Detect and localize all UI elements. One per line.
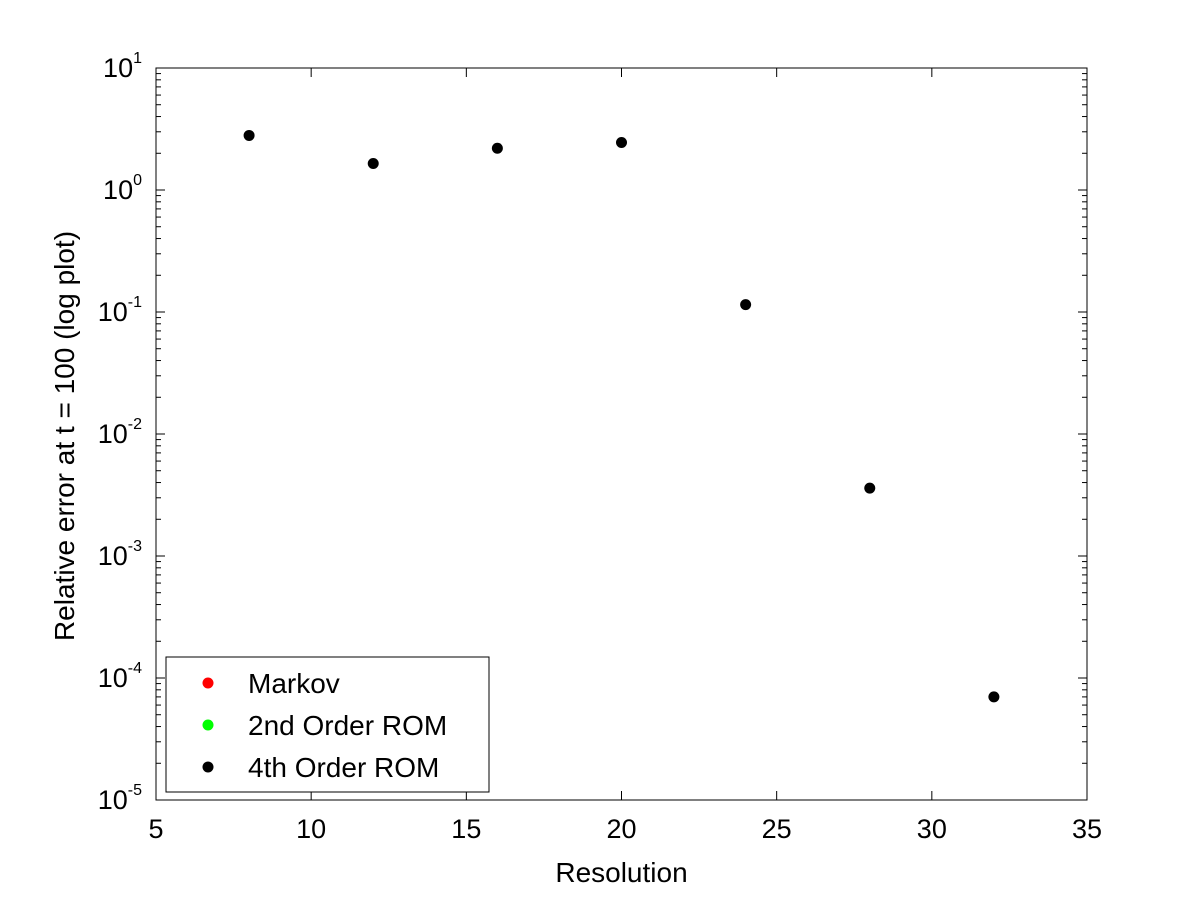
data-point <box>988 691 1000 703</box>
legend-box <box>165 656 490 793</box>
legend-marker <box>202 677 214 689</box>
y-tick-label: 100 <box>103 172 142 205</box>
y-tick-labels: 10-5 10-4 10-3 10-2 10-1 100 101 <box>98 50 142 815</box>
minor-ticks <box>156 73 1087 764</box>
legend-marker <box>202 761 214 773</box>
x-tick-label: 35 <box>1072 814 1102 844</box>
legend-marker <box>202 719 214 731</box>
legend: Markov 2nd Order ROM 4th Order ROM <box>165 656 490 793</box>
x-tick-label: 20 <box>606 814 636 844</box>
x-tick-label: 10 <box>296 814 326 844</box>
y-tick-label: 10-2 <box>98 416 142 449</box>
data-points <box>243 129 1000 703</box>
x-tick-label: 5 <box>148 814 163 844</box>
x-tick-label: 25 <box>762 814 792 844</box>
data-point <box>243 129 255 141</box>
x-tick-label: 15 <box>451 814 481 844</box>
x-tick-label: 30 <box>917 814 947 844</box>
legend-label: 4th Order ROM <box>248 752 439 783</box>
data-point <box>367 157 379 169</box>
y-tick-label: 10-4 <box>98 660 142 693</box>
y-axis-label: Relative error at t = 100 (log plot) <box>49 231 80 641</box>
legend-label: Markov <box>248 668 340 699</box>
y-tick-label: 10-5 <box>98 782 142 815</box>
data-point <box>740 299 752 311</box>
data-point <box>491 142 503 154</box>
x-tick-labels: 5 10 15 20 25 30 35 <box>148 814 1102 844</box>
legend-label: 2nd Order ROM <box>248 710 447 741</box>
x-axis-label: Resolution <box>555 857 687 888</box>
data-point <box>616 137 627 149</box>
data-point <box>864 482 876 494</box>
y-tick-label: 10-3 <box>98 538 142 571</box>
y-tick-label: 101 <box>103 50 142 83</box>
y-tick-label: 10-1 <box>98 294 142 327</box>
major-ticks <box>155 67 1088 801</box>
